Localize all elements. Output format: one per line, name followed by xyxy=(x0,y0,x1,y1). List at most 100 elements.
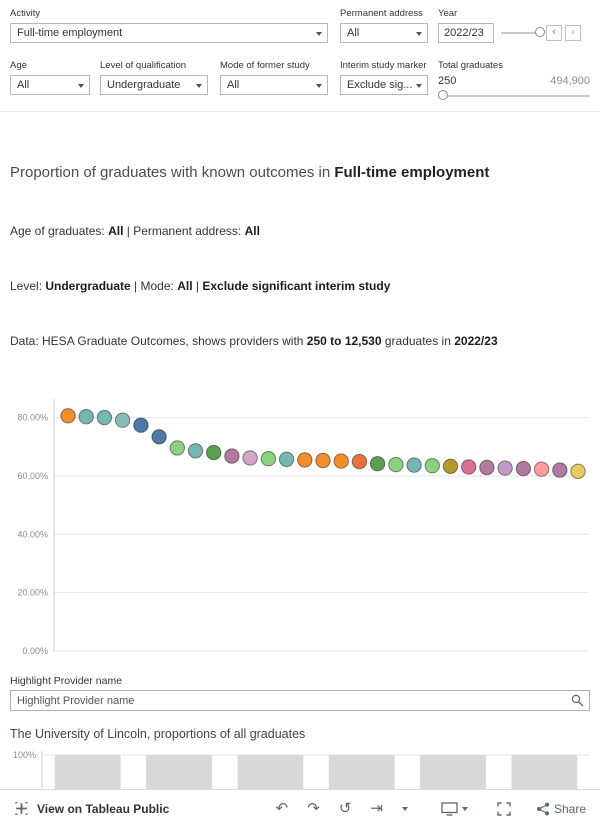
chevron-down-icon xyxy=(316,32,322,36)
level-dropdown[interactable]: Undergraduate xyxy=(100,75,208,95)
tableau-logo-icon xyxy=(15,802,28,815)
scatter-dot[interactable] xyxy=(242,450,258,466)
share-label: Share xyxy=(553,801,586,816)
bar-chart-title: The University of Lincoln, proportions o… xyxy=(10,727,306,741)
permanent-address-filter-label: Permanent address xyxy=(340,8,423,19)
activity-filter-label: Activity xyxy=(10,8,41,19)
scatter-dot[interactable] xyxy=(497,460,513,476)
age-filter-label: Age xyxy=(10,60,27,71)
scatter-dot[interactable] xyxy=(187,443,204,459)
scatter-dot[interactable] xyxy=(533,461,550,477)
tableau-toolbar: View on Tableau Public ↶ ↷ ↺ ⇥ xyxy=(0,789,600,827)
title-text: Proportion of graduates with known outco… xyxy=(10,164,335,181)
activity-dropdown-value: Full-time employment xyxy=(17,27,123,39)
activity-dropdown[interactable]: Full-time employment xyxy=(10,23,328,43)
share-icon xyxy=(536,802,549,815)
scatter-dot[interactable] xyxy=(206,444,222,461)
scatter-dot[interactable] xyxy=(461,459,477,475)
scatter-dot[interactable] xyxy=(442,458,459,475)
chevron-down-icon[interactable] xyxy=(401,806,408,811)
scatter-chart[interactable]: 0.00% 20.00% 40.00% 60.00% 80.00% xyxy=(0,393,600,665)
total-graduates-filter-label: Total graduates xyxy=(438,60,503,71)
y-axis-tick-label: 60.00% xyxy=(17,471,48,481)
view-on-tableau-label: View on Tableau Public xyxy=(37,801,170,816)
filter-bar: Activity Full-time employment Permanent … xyxy=(0,0,600,112)
scatter-dot[interactable] xyxy=(424,458,440,474)
monitor-icon xyxy=(441,801,458,816)
total-graduates-min: 250 xyxy=(438,75,457,87)
y-axis-tick-label: 80.00% xyxy=(17,413,48,423)
search-icon[interactable] xyxy=(571,694,584,712)
reset-icon[interactable]: ↺ xyxy=(338,800,352,817)
total-graduates-slider-track xyxy=(438,95,590,97)
level-dropdown-value: Undergraduate xyxy=(107,79,181,91)
interim-dropdown[interactable]: Exclude sig... xyxy=(340,75,428,95)
permanent-address-dropdown-value: All xyxy=(347,27,360,39)
age-dropdown[interactable]: All xyxy=(10,75,90,95)
year-slider[interactable] xyxy=(501,27,545,39)
tableau-attribution[interactable]: View on Tableau Public xyxy=(14,801,169,816)
scatter-dot[interactable] xyxy=(351,453,368,470)
subtitle-line-data: Data: HESA Graduate Outcomes, shows prov… xyxy=(10,334,498,348)
y-axis-tick-label: 100% xyxy=(13,750,36,760)
fullscreen-icon xyxy=(497,801,511,816)
total-graduates-slider-handle[interactable] xyxy=(438,90,448,100)
age-dropdown-value: All xyxy=(17,79,30,91)
device-layout-button[interactable] xyxy=(441,801,468,816)
scatter-dot[interactable] xyxy=(369,455,386,472)
scatter-dot[interactable] xyxy=(78,409,94,425)
highlight-provider-searchbox xyxy=(10,690,590,711)
year-slider-track xyxy=(501,32,543,34)
scatter-dot[interactable] xyxy=(60,408,76,424)
scatter-dot[interactable] xyxy=(96,409,113,426)
highlight-provider-input[interactable] xyxy=(10,690,590,711)
y-axis-tick-label: 40.00% xyxy=(17,529,48,539)
scatter-dot[interactable] xyxy=(406,457,422,473)
scatter-dot[interactable] xyxy=(297,452,313,468)
fullscreen-button[interactable] xyxy=(497,801,511,816)
chevron-down-icon xyxy=(316,84,322,88)
scatter-dot[interactable] xyxy=(552,462,568,478)
scatter-dot[interactable] xyxy=(315,452,331,469)
mode-dropdown[interactable]: All xyxy=(220,75,328,95)
share-button[interactable]: Share xyxy=(536,802,586,816)
total-graduates-max: 494,900 xyxy=(550,75,590,87)
year-previous-button[interactable]: ‹ xyxy=(546,25,562,41)
scatter-dot[interactable] xyxy=(260,450,277,467)
year-slider-handle[interactable] xyxy=(535,27,545,37)
total-graduates-slider[interactable] xyxy=(438,90,590,102)
mode-dropdown-value: All xyxy=(227,79,240,91)
redo-icon[interactable]: ↷ xyxy=(307,800,320,817)
interim-filter-label: Interim study marker xyxy=(340,60,427,71)
scatter-dot[interactable] xyxy=(479,459,495,476)
chevron-down-icon xyxy=(78,84,84,88)
subtitle-line-age: Age of graduates: All | Permanent addres… xyxy=(10,224,260,238)
scatter-dot[interactable] xyxy=(169,440,186,456)
year-input[interactable] xyxy=(438,23,494,43)
chevron-down-icon xyxy=(196,84,202,88)
chevron-down-icon xyxy=(416,32,422,36)
scatter-dot[interactable] xyxy=(278,451,295,468)
page-title: Proportion of graduates with known outco… xyxy=(10,164,590,181)
scatter-dot[interactable] xyxy=(333,453,349,469)
level-filter-label: Level of qualification xyxy=(100,60,187,71)
scatter-dot[interactable] xyxy=(515,460,532,477)
permanent-address-dropdown[interactable]: All xyxy=(340,23,428,43)
y-axis-tick-label: 20.00% xyxy=(17,588,48,598)
interim-dropdown-value: Exclude sig... xyxy=(347,79,413,91)
scatter-dot[interactable] xyxy=(114,412,131,428)
scatter-dot[interactable] xyxy=(388,456,404,473)
scatter-dot[interactable] xyxy=(570,463,586,480)
scatter-dot[interactable] xyxy=(224,448,240,464)
y-axis-tick-label: 0.00% xyxy=(22,646,48,656)
chevron-down-icon xyxy=(461,806,468,811)
dashboard-title-block: Proportion of graduates with known outco… xyxy=(0,112,600,393)
scatter-dot[interactable] xyxy=(151,429,167,445)
scatter-dot[interactable] xyxy=(133,417,149,433)
refresh-icon[interactable]: ⇥ xyxy=(370,800,383,817)
mode-filter-label: Mode of former study xyxy=(220,60,310,71)
highlight-provider-label: Highlight Provider name xyxy=(10,675,123,687)
year-next-button[interactable]: › xyxy=(565,25,581,41)
year-filter-label: Year xyxy=(438,8,458,19)
undo-icon[interactable]: ↶ xyxy=(275,800,289,817)
